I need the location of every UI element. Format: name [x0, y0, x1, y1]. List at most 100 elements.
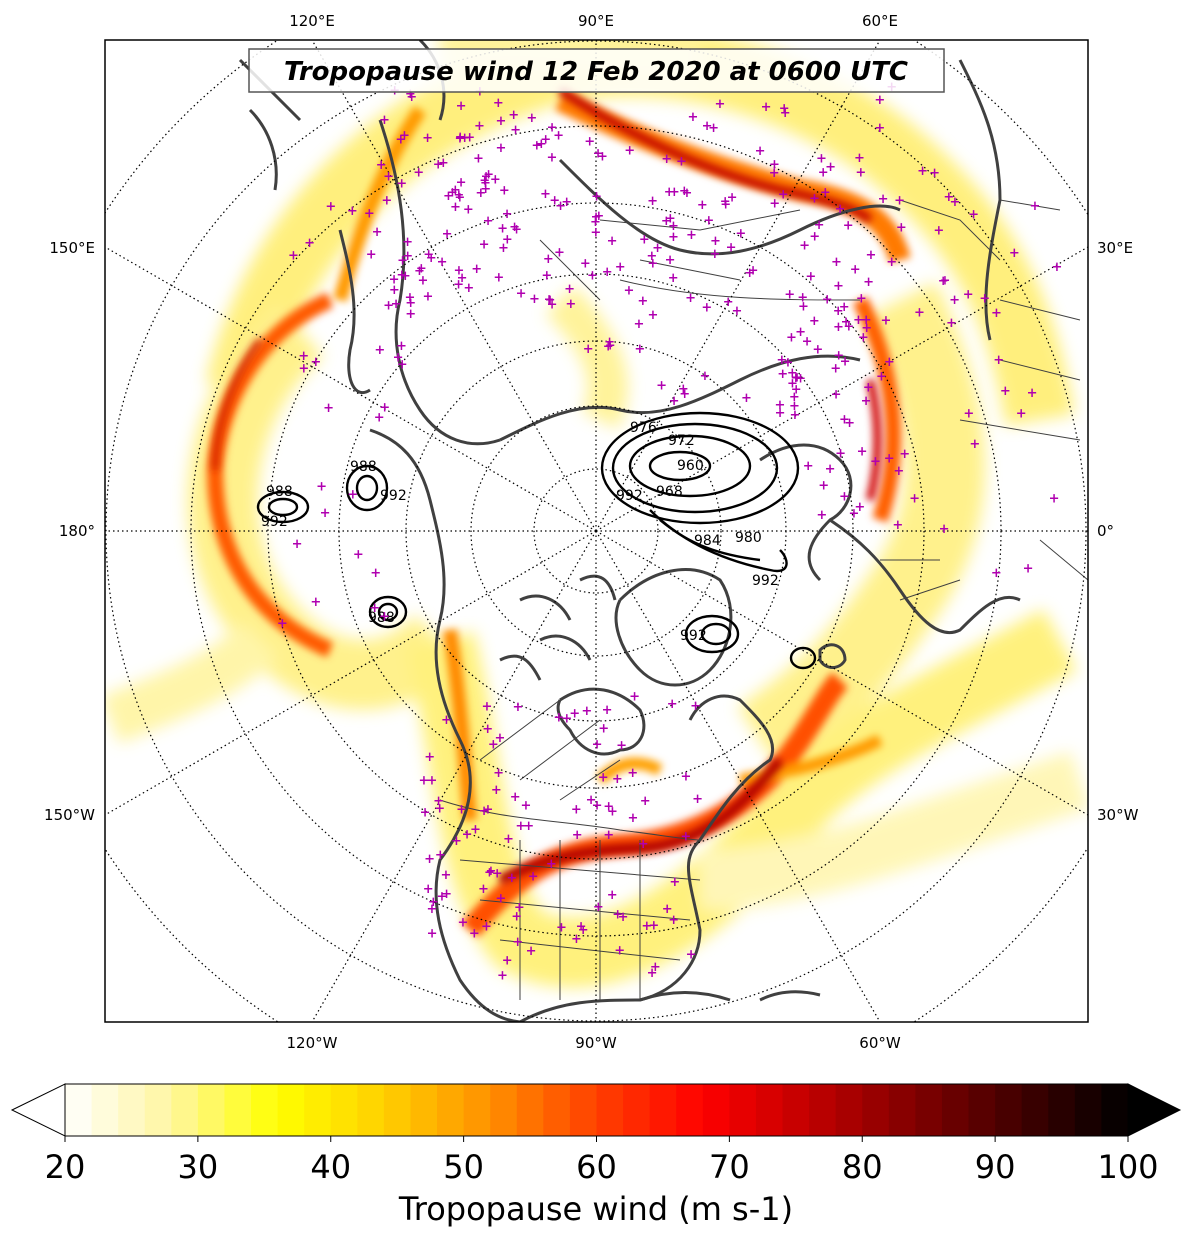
station-marker: +	[427, 774, 438, 789]
station-marker: +	[634, 342, 645, 357]
contour-label-992-e: 992	[380, 488, 407, 504]
station-marker: +	[605, 338, 616, 353]
low-pacific-inner	[267, 497, 299, 517]
station-marker: +	[393, 350, 404, 365]
meridian-30w	[595, 530, 1088, 816]
station-marker: +	[686, 228, 697, 243]
station-marker: +	[748, 264, 759, 279]
station-marker: +	[561, 195, 572, 210]
station-marker: +	[473, 152, 484, 167]
colorbar-block	[91, 1084, 119, 1136]
station-marker: +	[491, 783, 502, 798]
station-marker: +	[397, 357, 408, 372]
colorbar-block	[569, 1084, 598, 1136]
station-marker: +	[456, 99, 467, 114]
station-marker: +	[789, 399, 800, 414]
station-marker: +	[780, 106, 791, 121]
station-marker: +	[405, 296, 416, 311]
station-marker: +	[634, 317, 645, 332]
station-marker: +	[949, 293, 960, 308]
lon-label-150e: 150°E	[49, 239, 95, 257]
colorbar-block	[118, 1084, 146, 1136]
station-marker: +	[369, 601, 380, 616]
colorbar-block	[835, 1084, 863, 1136]
station-marker: +	[423, 882, 434, 897]
station-marker: +	[839, 300, 850, 315]
station-marker: +	[502, 954, 513, 969]
station-marker: +	[434, 801, 445, 816]
coast-russia-east	[378, 119, 501, 446]
station-marker: +	[701, 301, 712, 316]
station-marker: +	[790, 408, 801, 423]
station-marker: +	[697, 198, 708, 213]
station-marker: +	[506, 871, 517, 886]
contour-label-992-b: 992	[752, 573, 779, 589]
station-marker: +	[861, 321, 872, 336]
contour-label-972: 972	[668, 433, 695, 449]
station-marker: +	[835, 447, 846, 462]
station-marker: +	[946, 316, 957, 331]
station-marker: +	[710, 234, 721, 249]
station-marker: +	[405, 87, 416, 102]
station-marker: +	[586, 793, 597, 808]
station-marker: +	[623, 284, 634, 299]
low-bering-inner	[355, 474, 379, 502]
low-alaska-outer	[368, 595, 408, 629]
jet-core-gulf	[595, 757, 663, 785]
station-marker: +	[516, 286, 527, 301]
station-marker: +	[627, 811, 638, 826]
station-marker: +	[831, 388, 842, 403]
station-marker: +	[816, 151, 827, 166]
station-marker: +	[572, 828, 583, 843]
meridian-60e	[595, 40, 881, 532]
coastlines	[238, 40, 1021, 1022]
lon-label-60w: 60°W	[859, 1034, 901, 1052]
station-marker: +	[1030, 199, 1041, 214]
colorbar-tick-label: 20	[45, 1148, 86, 1186]
station-marker: +	[647, 194, 658, 209]
station-marker: +	[546, 150, 557, 165]
parallel-40n	[267, 202, 925, 860]
coast-asia-interior	[558, 158, 901, 256]
station-marker: +	[565, 297, 576, 312]
station-marker: +	[569, 706, 580, 721]
colorbar-block	[463, 1084, 491, 1136]
station-marker: +	[709, 247, 720, 262]
colorbar-block	[649, 1084, 677, 1136]
station-marker: +	[858, 331, 869, 346]
station-marker: +	[546, 857, 557, 872]
station-marker: +	[786, 331, 797, 346]
station-marker: +	[347, 204, 358, 219]
colorbar-block	[437, 1084, 465, 1136]
station-marker: +	[614, 943, 625, 958]
station-marker: +	[790, 371, 801, 386]
colorbar-block	[1074, 1084, 1103, 1136]
colorbar-block	[543, 1084, 571, 1136]
station-marker: +	[556, 921, 567, 936]
station-marker: +	[692, 792, 703, 807]
station-marker: +	[512, 700, 523, 715]
station-marker: +	[543, 252, 554, 267]
parallel-70n	[470, 405, 722, 657]
station-marker: +	[480, 182, 491, 197]
jet-max-europe	[866, 379, 882, 501]
station-marker: +	[825, 160, 836, 175]
station-marker: +	[493, 270, 504, 285]
low-europe-core	[648, 450, 712, 482]
station-marker: +	[835, 202, 846, 217]
station-marker: +	[830, 361, 841, 376]
station-marker: +	[495, 891, 506, 906]
station-marker: +	[590, 215, 601, 230]
station-marker: +	[1049, 491, 1060, 506]
colorbar-block	[516, 1084, 544, 1136]
coast-north-america	[434, 619, 775, 1022]
station-marker: +	[437, 890, 448, 905]
contour-label-988-c: 988	[368, 610, 395, 626]
station-marker: +	[496, 114, 507, 129]
station-marker: +	[383, 298, 394, 313]
colorbar-block	[197, 1084, 226, 1136]
station-marker: +	[298, 349, 309, 364]
station-marker: +	[727, 191, 738, 206]
station-marker: +	[463, 281, 474, 296]
station-marker: +	[402, 235, 413, 250]
